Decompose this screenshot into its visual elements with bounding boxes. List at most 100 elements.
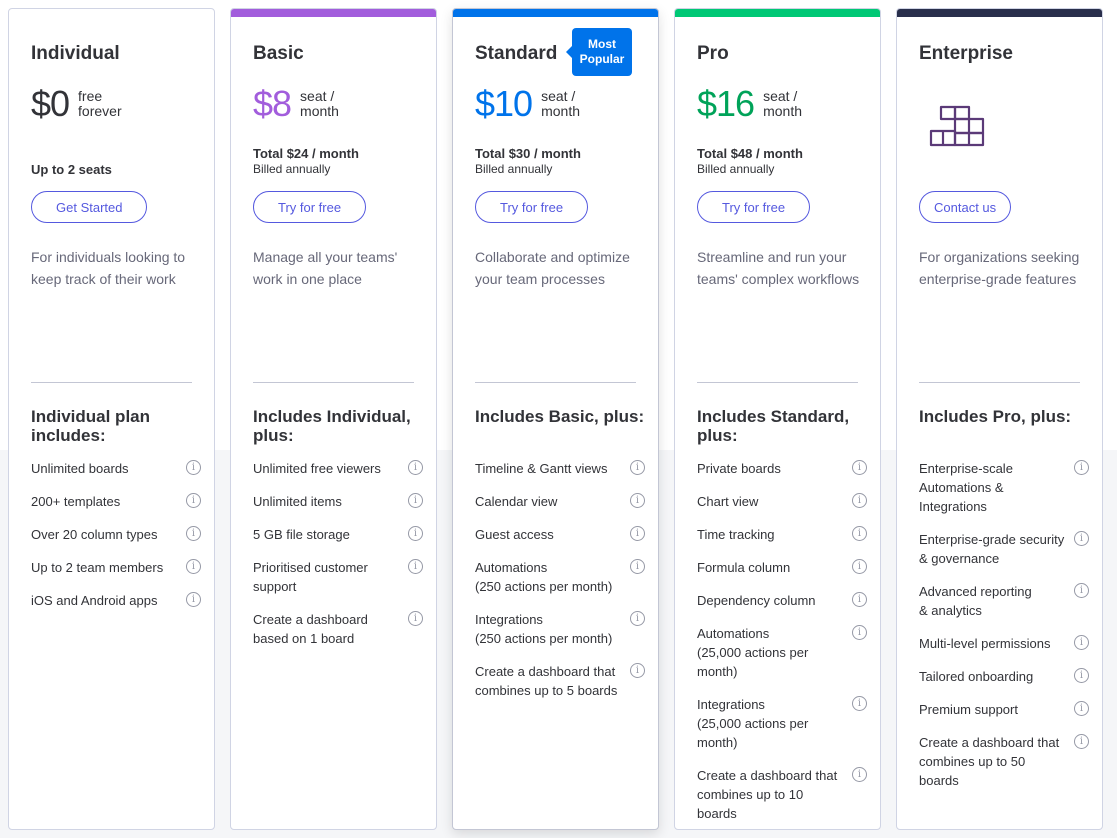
billing-note: Billed annually [253, 162, 331, 176]
info-icon[interactable]: i [186, 460, 201, 475]
plan-price: $16 [697, 83, 755, 124]
feature-label: Formula column [697, 560, 791, 575]
includes-title: Includes Individual, plus: [253, 407, 411, 445]
divider [31, 382, 192, 383]
feature-list: Timeline & Gantt views i Calendar view i Gue… [475, 459, 645, 714]
info-icon[interactable]: i [852, 696, 867, 711]
info-icon[interactable]: i [630, 559, 645, 574]
feature-item: 200+ templates i [31, 492, 201, 511]
feature-item: Unlimited free viewers i [253, 459, 423, 478]
plan-name: Pro [697, 43, 729, 64]
plan-price: $0 [31, 83, 70, 124]
plan-description: For organizations seeking enterprise-gra… [919, 249, 1080, 287]
plan-color-bar [231, 9, 436, 17]
badge-label: Most Popular [579, 37, 625, 66]
info-icon[interactable]: i [1074, 701, 1089, 716]
feature-item: Formula column i [697, 558, 867, 577]
info-icon[interactable]: i [408, 559, 423, 574]
info-icon[interactable]: i [1074, 734, 1089, 749]
info-icon[interactable]: i [852, 625, 867, 640]
divider [919, 382, 1080, 383]
info-icon[interactable]: i [186, 493, 201, 508]
includes-title: Includes Pro, plus: [919, 407, 1072, 426]
plan-price: $8 [253, 83, 292, 124]
feature-item: Over 20 column types i [31, 525, 201, 544]
try-free-button-standard[interactable]: Try for free [475, 191, 589, 223]
info-icon[interactable]: i [1074, 460, 1089, 475]
info-icon[interactable]: i [630, 526, 645, 541]
plan-description: Streamline and run your teams' complex w… [697, 249, 860, 287]
feature-item: Dependency column i [697, 591, 867, 610]
contact-us-button[interactable]: Contact us [919, 191, 1012, 223]
info-icon[interactable]: i [408, 611, 423, 626]
price-unit: seat / month [541, 88, 580, 119]
feature-item: Integrations (25,000 actions per month) i [697, 695, 867, 752]
feature-label: Private boards [697, 461, 781, 476]
info-icon[interactable]: i [630, 663, 645, 678]
feature-item: Chart view i [697, 492, 867, 511]
includes-title: Includes Basic, plus: [475, 407, 645, 426]
info-icon[interactable]: i [1074, 668, 1089, 683]
info-icon[interactable]: i [630, 460, 645, 475]
get-started-button[interactable]: Get Started [31, 191, 148, 223]
feature-label: Create a dashboard that combines up to 1… [697, 768, 838, 821]
plan-card-individual: Individual $0 free forever Up to 2 seats… [8, 8, 215, 830]
info-icon[interactable]: i [852, 559, 867, 574]
divider [475, 382, 636, 383]
plan-price: $10 [475, 83, 533, 124]
price-unit: seat / month [300, 88, 339, 119]
info-icon[interactable]: i [852, 592, 867, 607]
includes-title: Includes Standard, plus: [697, 407, 850, 445]
info-icon[interactable]: i [408, 493, 423, 508]
plan-card-pro: Pro $16 seat / month Total $48 / month B… [674, 8, 881, 830]
info-icon[interactable]: i [186, 559, 201, 574]
info-icon[interactable]: i [630, 493, 645, 508]
info-icon[interactable]: i [186, 526, 201, 541]
info-icon[interactable]: i [186, 592, 201, 607]
feature-label: Create a dashboard based on 1 board [253, 612, 368, 646]
plan-card-basic: Basic $8 seat / month Total $24 / month … [230, 8, 437, 830]
price-row: $8 seat / month [253, 85, 339, 123]
feature-label: Prioritised customer support [253, 560, 368, 594]
feature-list: Private boards i Chart view i Time tracking i… [697, 459, 867, 829]
feature-item: iOS and Android apps i [31, 591, 201, 610]
plan-total: Total $24 / month [253, 146, 359, 161]
info-icon[interactable]: i [852, 493, 867, 508]
try-free-button-basic[interactable]: Try for free [253, 191, 367, 223]
billing-note: Billed annually [475, 162, 553, 176]
feature-item: Unlimited items i [253, 492, 423, 511]
plan-name: Individual [31, 43, 120, 64]
feature-item: Private boards i [697, 459, 867, 478]
try-free-button-pro[interactable]: Try for free [697, 191, 811, 223]
price-row: $10 seat / month [475, 85, 580, 123]
plan-total: Total $48 / month [697, 146, 803, 161]
plan-card-standard: Standard Most Popular $10 seat / month T… [452, 8, 659, 830]
feature-item: Automations (25,000 actions per month) i [697, 624, 867, 681]
plan-name: Basic [253, 43, 304, 64]
plan-name: Standard [475, 43, 558, 64]
plan-description: For individuals looking to keep track of… [31, 249, 186, 287]
info-icon[interactable]: i [408, 460, 423, 475]
feature-label: Unlimited items [253, 494, 342, 509]
includes-title: Individual plan includes: [31, 407, 151, 445]
feature-item: Tailored onboarding i [919, 667, 1089, 686]
feature-item: 5 GB file storage i [253, 525, 423, 544]
info-icon[interactable]: i [852, 767, 867, 782]
info-icon[interactable]: i [852, 460, 867, 475]
feature-item: Enterprise-grade security & governance i [919, 530, 1089, 568]
info-icon[interactable]: i [408, 526, 423, 541]
feature-label: Calendar view [475, 494, 558, 509]
feature-label: Create a dashboard that combines up to 5… [475, 664, 618, 698]
feature-label: Integrations (250 actions per month) [475, 612, 613, 646]
info-icon[interactable]: i [1074, 583, 1089, 598]
feature-item: Premium support i [919, 700, 1089, 719]
info-icon[interactable]: i [1074, 635, 1089, 650]
divider [697, 382, 858, 383]
feature-item: Multi-level permissions i [919, 634, 1089, 653]
feature-label: Advanced reporting & analytics [919, 584, 1032, 618]
info-icon[interactable]: i [852, 526, 867, 541]
feature-label: Automations (25,000 actions per month) [697, 626, 809, 679]
info-icon[interactable]: i [630, 611, 645, 626]
info-icon[interactable]: i [1074, 531, 1089, 546]
divider [253, 382, 414, 383]
